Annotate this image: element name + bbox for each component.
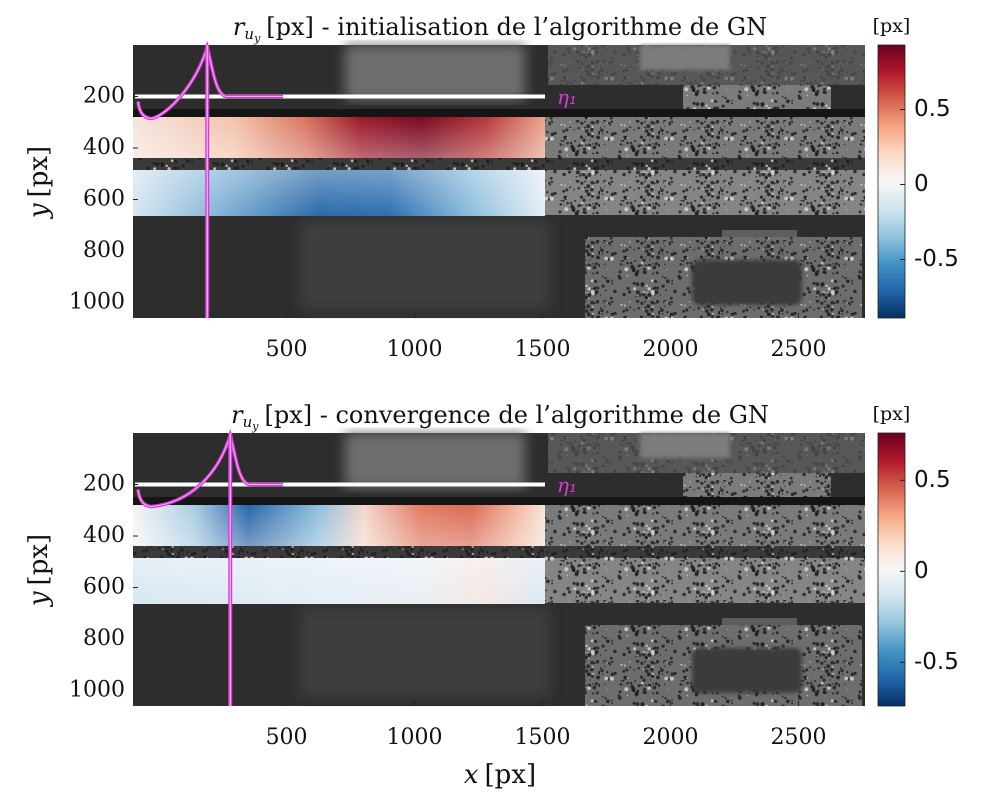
title-symbol: r [233, 13, 246, 41]
residual-fade [133, 170, 545, 216]
specimen-tex [545, 505, 865, 546]
y-tick-label: 200 [83, 84, 125, 109]
dark-line [133, 497, 865, 505]
y-tick-label: 400 [83, 135, 125, 160]
residual-fade [133, 117, 545, 158]
residual-fade [133, 558, 545, 604]
image-panel [133, 433, 865, 706]
title-sub: u [243, 413, 253, 431]
title-sub: u [244, 25, 254, 43]
dark-line [133, 109, 865, 117]
tab-tex [683, 473, 831, 498]
x-tick-label: 1000 [387, 337, 443, 362]
title-symbol: r [231, 401, 244, 429]
y-tick-label: 1000 [69, 678, 125, 703]
colorbar-label: [px] [873, 15, 911, 37]
blur-patch [345, 45, 525, 100]
x-tick-label: 2500 [770, 337, 826, 362]
colorbar-tick-label: 0 [914, 558, 929, 584]
y-axis-var: y [24, 203, 54, 219]
y-tick-label: 600 [83, 187, 125, 212]
y-tick-label: 1000 [69, 290, 125, 315]
residual-fade [133, 505, 545, 546]
blur-patch [640, 45, 730, 70]
x-tick-label: 500 [266, 725, 308, 750]
tab-tex [683, 85, 831, 110]
x-tick-label: 2500 [770, 725, 826, 750]
blur-patch [300, 608, 550, 698]
colorbar-tick-label: -0.5 [914, 246, 959, 272]
specimen-tex [545, 117, 865, 158]
x-tick-label: 1500 [515, 337, 571, 362]
y-axis-label: y [px] [24, 534, 54, 607]
specimen-tex [545, 558, 865, 603]
x-tick-label: 1000 [387, 725, 443, 750]
blur-patch [345, 433, 525, 488]
y-tick-label: 200 [83, 472, 125, 497]
gap-tex [133, 158, 865, 170]
chart-title: ruy [px] - convergence de l’algorithme de… [231, 401, 769, 434]
title-text: [px] - convergence de l’algorithme de GN [265, 401, 769, 429]
x-axis-label: x [px] [464, 760, 536, 790]
colorbar-tick-label: 0.5 [914, 96, 951, 122]
blur-patch [640, 433, 730, 458]
y-axis-label: y [px] [24, 146, 54, 219]
colorbar-tick-label: 0 [914, 171, 929, 197]
profile-curve-core [137, 433, 283, 508]
blur-block [692, 260, 802, 305]
chart-title: ruy [px] - initialisation de l’algorithme… [233, 13, 767, 46]
x-tick-label: 1500 [515, 725, 571, 750]
x-axis-var: x [464, 760, 479, 790]
image-panel [133, 45, 865, 318]
y-tick-label: 800 [83, 626, 125, 651]
x-tick-label: 2000 [642, 725, 698, 750]
x-axis-unit: [px] [485, 760, 537, 790]
section-label: η₁ [557, 85, 577, 109]
section-label: η₁ [557, 473, 577, 497]
title-subsub: y [251, 420, 259, 433]
colorbar-tick-label: -0.5 [914, 649, 959, 675]
colorbar-tick-label: 0.5 [914, 467, 951, 493]
colorbar-label: [px] [873, 403, 911, 425]
colorbar [877, 432, 906, 707]
colorbar [877, 44, 906, 319]
profile-curve-core [137, 45, 283, 120]
x-tick-label: 2000 [642, 337, 698, 362]
y-axis-unit: [px] [24, 146, 54, 198]
blur-patch [300, 220, 550, 310]
y-tick-label: 800 [83, 238, 125, 263]
x-tick-label: 500 [266, 337, 308, 362]
blur-block [692, 648, 802, 693]
specimen-tex [545, 170, 865, 215]
y-tick-label: 600 [83, 575, 125, 600]
title-subsub: y [253, 32, 261, 45]
title-text: [px] - initialisation de l’algorithme de… [266, 13, 767, 41]
y-axis-unit: [px] [24, 534, 54, 586]
y-axis-var: y [24, 591, 54, 607]
y-tick-label: 400 [83, 523, 125, 548]
gap-tex [133, 546, 865, 558]
